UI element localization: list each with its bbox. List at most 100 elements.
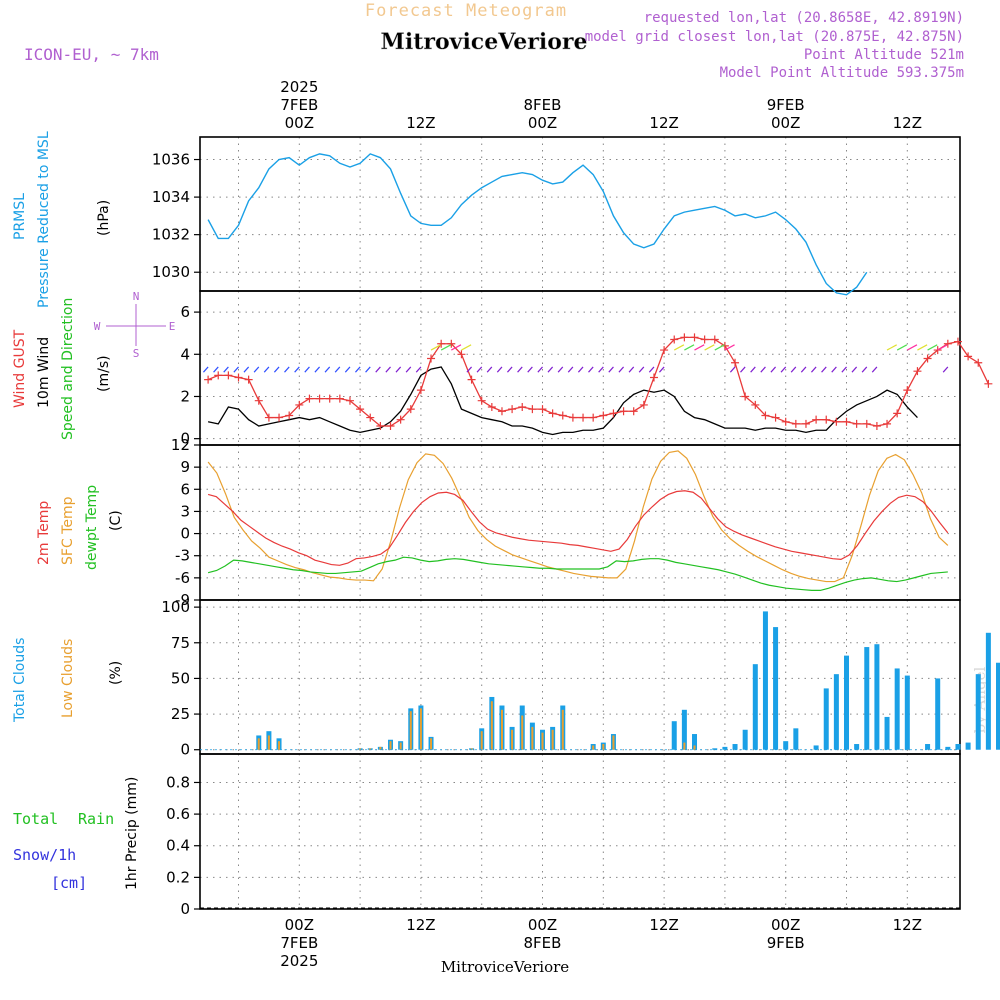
ytick-label-pressure: 1034 bbox=[152, 188, 190, 206]
bottom-time-label: 12Z bbox=[406, 916, 435, 934]
gust-marker bbox=[791, 419, 800, 428]
gust-marker bbox=[943, 339, 952, 348]
wind-direction-arrow bbox=[405, 366, 412, 373]
top-time-label: 00Z bbox=[771, 114, 800, 132]
wind-direction-arrow bbox=[506, 366, 513, 373]
total-cloud-bar bbox=[833, 674, 839, 750]
ytick-label-temp: 0 bbox=[180, 525, 190, 543]
total-cloud-bar bbox=[823, 688, 829, 750]
wind-direction-arrow bbox=[314, 366, 321, 373]
wind-direction-arrow bbox=[461, 344, 472, 351]
gust-marker bbox=[356, 405, 365, 414]
wind-direction-arrow bbox=[896, 344, 908, 351]
precip-label-total: Total bbox=[13, 810, 58, 828]
wind-direction-arrow bbox=[517, 366, 523, 373]
gust-marker bbox=[254, 396, 263, 405]
gust-marker bbox=[487, 403, 496, 412]
gust-marker bbox=[771, 413, 780, 422]
bottom-time-label: 12Z bbox=[893, 916, 922, 934]
wind-label-gust: Wind GUST bbox=[12, 329, 28, 408]
compass-w: W bbox=[94, 320, 101, 333]
low-cloud-bar bbox=[561, 709, 564, 750]
wind-direction-arrow bbox=[851, 366, 858, 373]
gust-marker bbox=[325, 394, 334, 403]
compass-n: N bbox=[133, 290, 140, 303]
total-cloud-bar bbox=[722, 746, 728, 750]
ytick-label-pressure: 1032 bbox=[152, 226, 190, 244]
precip-unit: 1hr Precip (mm) bbox=[124, 777, 140, 890]
ytick-label-precip: 0.8 bbox=[166, 773, 190, 791]
precip-label-cm: [cm] bbox=[51, 874, 87, 892]
model-label: ICON-EU, ~ 7km bbox=[24, 45, 159, 64]
cloud-label-total: Total Clouds bbox=[12, 638, 28, 723]
gust-marker bbox=[812, 415, 821, 424]
wind-direction-arrow bbox=[344, 366, 351, 373]
ytick-label-temp: 6 bbox=[180, 480, 190, 498]
wind-direction-arrow bbox=[263, 366, 270, 373]
total-cloud-bar bbox=[742, 729, 748, 750]
top-time-label: 12Z bbox=[649, 114, 678, 132]
gust-marker bbox=[234, 373, 243, 382]
model-point-altitude: Model Point Altitude 593.375m bbox=[720, 65, 964, 81]
gust-marker bbox=[589, 413, 598, 422]
top-time-label: 9FEB bbox=[767, 96, 805, 114]
wind-direction-arrow bbox=[638, 366, 645, 373]
wind-direction-arrow bbox=[871, 366, 878, 373]
wind-direction-arrow bbox=[714, 344, 725, 351]
total-cloud-bar bbox=[762, 611, 768, 750]
ytick-label-temp: -3 bbox=[175, 547, 190, 565]
footer-location: MitroviceVeriore bbox=[441, 958, 569, 976]
wind-direction-arrow bbox=[750, 366, 756, 373]
wind-direction-arrow bbox=[618, 366, 625, 373]
gust-marker bbox=[579, 413, 588, 422]
temp-label-sfc: SFC Temp bbox=[60, 496, 76, 565]
gust-marker bbox=[852, 419, 861, 428]
total-cloud-bar bbox=[864, 647, 870, 750]
wind-direction-arrow bbox=[831, 366, 837, 373]
ytick-label-precip: 0.2 bbox=[166, 868, 190, 886]
ytick-label-wind: 4 bbox=[180, 345, 190, 363]
pressure-label-prmsl: PRMSL bbox=[12, 193, 28, 240]
gust-marker bbox=[974, 358, 983, 367]
gust-marker bbox=[538, 405, 547, 414]
ytick-label-precip: 0 bbox=[180, 900, 190, 918]
wind-direction-arrow bbox=[704, 344, 715, 351]
gust-marker bbox=[923, 354, 932, 363]
gust-marker bbox=[204, 375, 213, 384]
gust-marker bbox=[244, 375, 253, 384]
wind-direction-arrow bbox=[233, 366, 239, 373]
gust-marker bbox=[649, 373, 658, 382]
wind-direction-arrow bbox=[284, 366, 290, 373]
wind-direction-arrow bbox=[927, 344, 938, 351]
ytick-label-temp: -6 bbox=[175, 569, 190, 587]
wind-direction-arrow bbox=[354, 366, 361, 373]
low-cloud-bar bbox=[480, 731, 483, 750]
gust-marker bbox=[781, 417, 790, 426]
gust-marker bbox=[447, 339, 456, 348]
top-time-label: 00Z bbox=[528, 114, 557, 132]
wind-direction-arrow bbox=[740, 366, 746, 373]
low-cloud-bar bbox=[551, 729, 554, 750]
gust-marker bbox=[386, 422, 395, 431]
low-cloud-bar bbox=[278, 741, 281, 750]
wind-direction-arrow bbox=[527, 366, 533, 373]
gust-marker bbox=[497, 407, 506, 416]
panel-frame-temp bbox=[199, 444, 961, 601]
wind-label-10m: 10m Wind bbox=[36, 337, 52, 408]
temp-line-2 bbox=[207, 556, 948, 592]
ytick-label-clouds: 50 bbox=[171, 669, 190, 687]
low-cloud-bar bbox=[257, 738, 260, 750]
gust-marker bbox=[214, 371, 223, 380]
gust-marker bbox=[862, 419, 871, 428]
total-cloud-bar bbox=[732, 744, 738, 750]
bottom-time-label: 8FEB bbox=[524, 934, 562, 952]
wind-direction-arrow bbox=[780, 366, 787, 373]
top-time-label: 2025 bbox=[280, 78, 318, 96]
requested-coords: requested lon,lat (20.8658E, 42.8919N) bbox=[644, 10, 964, 26]
bottom-time-label: 7FEB bbox=[280, 934, 318, 952]
low-cloud-bar bbox=[490, 701, 493, 750]
gust-marker bbox=[629, 407, 638, 416]
wind-label-speed: Speed and Direction bbox=[60, 298, 76, 440]
wind-direction-arrow bbox=[937, 344, 948, 351]
